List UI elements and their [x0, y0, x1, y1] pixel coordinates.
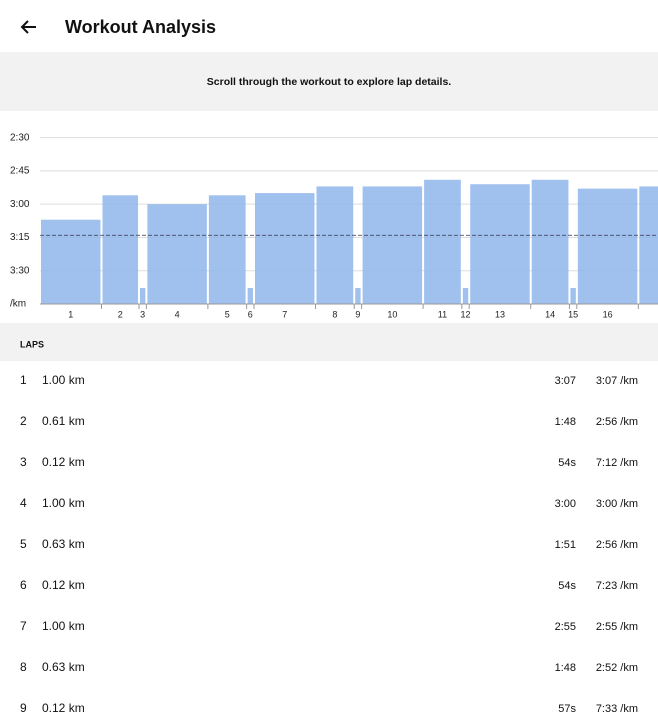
lap-time: 3:00 — [555, 498, 576, 510]
lap-pace: 7:33 /km — [596, 703, 638, 715]
lap-bar — [577, 188, 638, 304]
y-tick-label: 2:45 — [10, 166, 30, 177]
x-tick-label: 6 — [248, 309, 253, 319]
x-tick-label: 1 — [68, 309, 73, 319]
lap-pace: 2:55 /km — [596, 621, 638, 633]
x-tick-label: 12 — [461, 309, 471, 319]
lap-time: 1:48 — [555, 662, 576, 674]
lap-bar — [254, 193, 315, 304]
lap-number: 8 — [20, 660, 27, 674]
lap-pace: 2:56 /km — [596, 416, 638, 428]
lap-bar — [470, 184, 530, 304]
lap-bar — [147, 204, 207, 304]
lap-time: 1:48 — [555, 416, 576, 428]
lap-number: 1 — [20, 373, 27, 387]
lap-time: 3:07 — [555, 375, 576, 387]
lap-number: 4 — [20, 496, 27, 510]
lap-distance: 0.12 km — [42, 701, 85, 715]
lap-bar — [316, 186, 354, 304]
lap-number: 5 — [20, 537, 27, 551]
lap-bar — [140, 288, 146, 304]
banner-text: Scroll through the workout to explore la… — [207, 76, 452, 88]
y-tick-label: 3:30 — [10, 265, 30, 276]
lap-distance: 0.12 km — [42, 578, 85, 592]
lap-pace: 3:00 /km — [596, 498, 638, 510]
lap-bar — [531, 179, 569, 304]
lap-time: 1:51 — [555, 539, 576, 551]
lap-pace: 7:12 /km — [596, 457, 638, 469]
lap-bar — [208, 195, 246, 304]
lap-number: 6 — [20, 578, 27, 592]
laps-title: LAPS — [20, 339, 44, 349]
y-tick-label: /km — [10, 299, 26, 310]
lap-bar — [355, 288, 361, 304]
lap-pace: 2:56 /km — [596, 539, 638, 551]
lap-number: 3 — [20, 455, 27, 469]
lap-number: 2 — [20, 414, 27, 428]
x-tick-label: 3 — [140, 309, 145, 319]
banner — [0, 52, 658, 111]
lap-bar — [639, 186, 658, 304]
lap-bar — [41, 219, 101, 304]
y-tick-label: 3:00 — [10, 199, 30, 210]
x-tick-label: 9 — [355, 309, 360, 319]
page-title: Workout Analysis — [65, 17, 216, 37]
lap-bar — [424, 179, 461, 304]
x-tick-label: 8 — [332, 309, 337, 319]
lap-bar — [462, 288, 469, 304]
lap-bar — [102, 195, 139, 304]
x-tick-label: 13 — [495, 309, 505, 319]
x-tick-label: 4 — [175, 309, 180, 319]
x-tick-label: 14 — [545, 309, 555, 319]
back-button[interactable] — [20, 20, 36, 34]
lap-pace: 3:07 /km — [596, 375, 638, 387]
y-tick-label: 2:30 — [10, 132, 30, 143]
lap-distance: 1.00 km — [42, 373, 85, 387]
lap-distance: 0.12 km — [42, 455, 85, 469]
lap-number: 7 — [20, 619, 27, 633]
lap-distance: 1.00 km — [42, 619, 85, 633]
lap-distance: 1.00 km — [42, 496, 85, 510]
lap-distance: 0.63 km — [42, 660, 85, 674]
lap-bar — [362, 186, 423, 304]
lap-pace: 7:23 /km — [596, 580, 638, 592]
x-tick-label: 5 — [225, 309, 230, 319]
x-tick-label: 10 — [387, 309, 397, 319]
lap-distance: 0.63 km — [42, 537, 85, 551]
x-tick-label: 16 — [603, 309, 613, 319]
lap-number: 9 — [20, 701, 27, 715]
lap-time: 57s — [558, 703, 576, 715]
y-tick-label: 3:15 — [10, 232, 30, 243]
x-tick-label: 15 — [568, 309, 578, 319]
lap-pace: 2:52 /km — [596, 662, 638, 674]
lap-bar — [247, 288, 253, 304]
x-tick-label: 7 — [282, 309, 287, 319]
lap-bar — [570, 288, 576, 304]
lap-time: 54s — [558, 457, 576, 469]
lap-distance: 0.61 km — [42, 414, 85, 428]
x-tick-label: 2 — [118, 309, 123, 319]
laps-header — [0, 323, 658, 361]
lap-time: 54s — [558, 580, 576, 592]
x-tick-label: 11 — [438, 309, 447, 319]
lap-time: 2:55 — [555, 621, 576, 633]
